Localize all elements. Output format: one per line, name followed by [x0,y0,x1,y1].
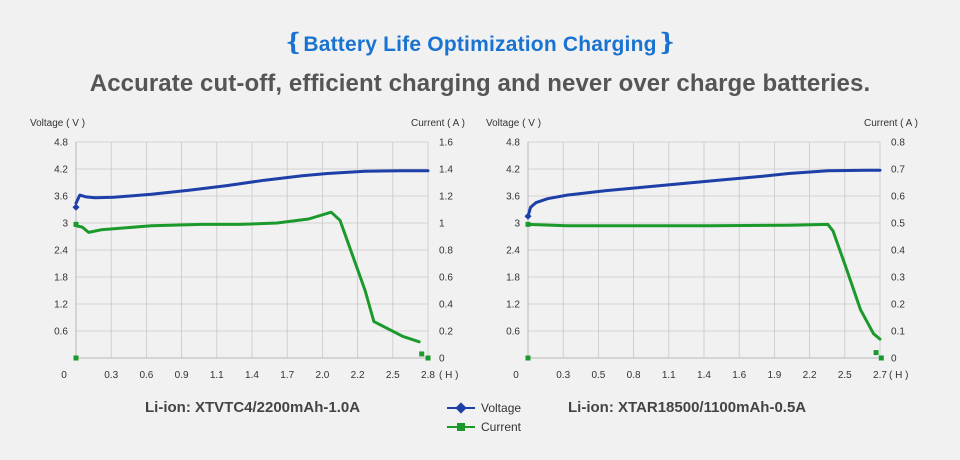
chart1-ytick-left-label: 2.4 [54,246,68,257]
chart1-xtick-label: 1.4 [245,370,259,381]
page-subtitle: Accurate cut-off, efficient charging and… [89,70,871,97]
chart1-xtick-label: 0 [61,370,67,381]
chart1-ytick-right-label: 1 [439,219,445,230]
chart1-current-end-marker [419,351,425,357]
chart2-ytick-left-label: 4.8 [506,138,520,149]
chart1-ytick-right-label: 0 [439,354,445,365]
chart2-ytick-left-label: 3.6 [506,192,520,203]
chart1-voltage-line [74,169,430,205]
chart2-ytick-left-label: 1.2 [506,300,520,311]
chart1-ylabel-right: Current ( A ) [411,118,465,129]
chart2-ylabel-left: Voltage ( V ) [486,118,541,129]
chart2-voltage-line [526,168,882,218]
chart1-xtick-label: 0.3 [104,370,118,381]
chart1-ytick-left-label: 3.6 [54,192,68,203]
chart1-ylabel-left: Voltage ( V ) [30,118,85,129]
chart2-xtick-label: 0 [513,370,519,381]
chart1-ytick-left-label: 1.8 [54,273,68,284]
chart2-xunit: ( H ) [889,370,908,381]
chart2-ytick-left-label: 2.4 [506,246,520,257]
chart2-ylabel-right: Current ( A ) [864,118,918,129]
chart2-xtick-label: 0.8 [627,370,641,381]
chart2-xtick-label: 1.6 [732,370,746,381]
chart2-xtick-label: 2.7 [873,370,887,381]
chart2-current-end-marker [873,350,879,356]
chart1-xtick-label: 0.9 [175,370,189,381]
chart1-xtick-label: 2.0 [315,370,329,381]
chart1-caption: Li-ion: XTVTC4/2200mAh-1.0A [145,399,360,416]
chart2-ytick-right-label: 0.6 [891,192,905,203]
chart2-ytick-right-label: 0 [891,354,897,365]
chart2-ytick-right-label: 0.1 [891,327,905,338]
chart2-xtick-label: 2.2 [803,370,817,381]
title-wrap: ❴Battery Life Optimization Charging❵ [0,28,960,57]
chart2-ytick-right-label: 0.7 [891,165,905,176]
chart1-ytick-right-label: 0.2 [439,327,453,338]
chart1-xtick-label: 2.2 [351,370,365,381]
chart2-xtick-label: 1.1 [662,370,676,381]
chart-2: 0 0.3 0.5 0.8 1.1 1.4 1.6 1.9 2.2 2.5 2.7 0.6 1.2 1.8… [506,138,905,382]
legend: Voltage Current [447,401,522,434]
chart1-xtick-label: 2.5 [386,370,400,381]
chart2-current-line [526,222,882,341]
chart2-xtick-label: 2.5 [838,370,852,381]
legend-voltage-label: Voltage [481,401,521,415]
chart2-xtick-label: 1.4 [697,370,711,381]
chart1-ytick-left-label: 4.8 [54,138,68,149]
chart1-ytick-right-label: 1.4 [439,165,453,176]
chart1-ytick-left-label: 3 [62,219,68,230]
chart2-current-bottom-start-marker [525,355,531,361]
chart2-ytick-right-label: 0.5 [891,219,905,230]
chart1-ytick-right-label: 1.2 [439,192,453,203]
chart2-ytick-left-label: 3 [514,219,520,230]
chart1-xtick-label: 0.6 [139,370,153,381]
chart2-ytick-left-label: 1.8 [506,273,520,284]
legend-current-label: Current [481,420,522,434]
chart2-voltage-start-marker [524,212,532,220]
chart1-current-end-bottom-marker [425,355,431,361]
chart-1: 0 0.3 0.6 0.9 1.1 1.4 1.7 2.0 2.2 2.5 2.8 0.6 1.2 1.8… [54,138,453,382]
chart2-current-end-bottom-marker [878,355,884,361]
chart1-xtick-label: 2.8 [421,370,435,381]
chart2-ytick-right-label: 0.8 [891,138,905,149]
chart2-ytick-left-label: 4.2 [506,165,520,176]
chart1-ytick-right-label: 0.6 [439,273,453,284]
chart1-current-bottom-start-marker [73,355,79,361]
chart1-current-start-marker [73,221,79,227]
chart2-ytick-right-label: 0.3 [891,273,905,284]
chart1-xtick-label: 1.1 [210,370,224,381]
chart1-ytick-right-label: 0.8 [439,246,453,257]
chart1-ytick-right-label: 1.6 [439,138,453,149]
chart2-current-start-marker [525,221,531,227]
chart2-ytick-right-label: 0.4 [891,246,905,257]
chart1-ytick-left-label: 1.2 [54,300,68,311]
chart2-xtick-label: 0.3 [556,370,570,381]
chart2-caption: Li-ion: XTAR18500/1100mAh-0.5A [568,399,806,416]
chart2-xtick-label: 1.9 [767,370,781,381]
chart1-ytick-left-label: 4.2 [54,165,68,176]
chart2-xtick-label: 0.5 [591,370,605,381]
chart1-voltage-start-marker [72,203,80,211]
chart1-current-line [74,210,421,344]
right-bracket-icon: ❵ [656,29,677,56]
chart1-ytick-left-label: 0.6 [54,327,68,338]
page-title: Battery Life Optimization Charging [303,33,657,56]
chart2-ytick-left-label: 0.6 [506,327,520,338]
legend-voltage-marker [455,402,467,414]
chart1-xtick-label: 1.7 [280,370,294,381]
left-bracket-icon: ❴ [283,29,304,56]
legend-current-marker [457,423,465,431]
chart2-ytick-right-label: 0.2 [891,300,905,311]
chart1-xunit: ( H ) [439,370,458,381]
chart1-ytick-right-label: 0.4 [439,300,453,311]
